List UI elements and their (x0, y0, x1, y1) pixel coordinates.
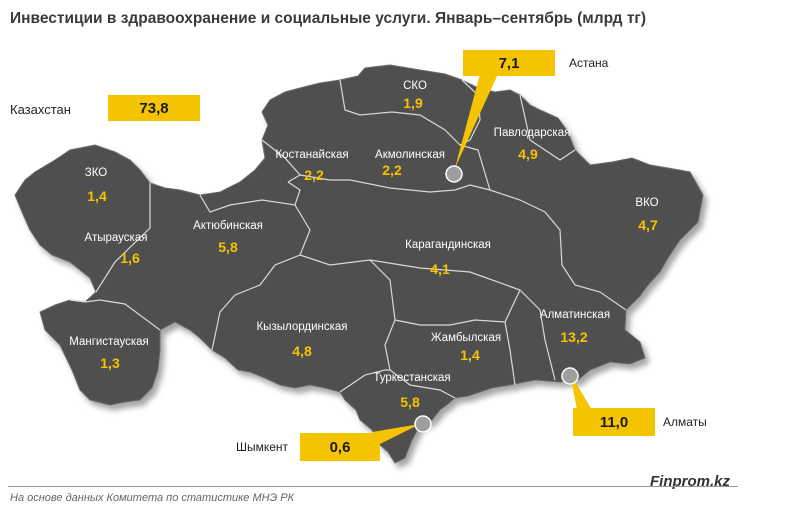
astana-pointer (455, 74, 498, 168)
total-label: Казахстан (10, 102, 71, 117)
region-value-vko: 4,7 (638, 217, 658, 233)
footer-divider (8, 486, 738, 487)
region-name-zhambyl: Жамбылская (431, 332, 501, 344)
region-name-atyrau: Атырауская (85, 232, 148, 244)
astana-label: Астана (569, 56, 609, 70)
brand-logo: Finprom.kz (649, 473, 730, 490)
region-name-kyzylorda: Кызылординская (256, 321, 347, 333)
region-value-atyrau: 1,6 (120, 250, 140, 266)
city-markers (414, 165, 579, 433)
region-value-zko: 1,4 (87, 188, 107, 204)
shymkent-label: Шымкент (236, 440, 289, 454)
country-outline (14, 64, 704, 464)
region-value-almaty: 13,2 (560, 329, 587, 345)
astana-marker (445, 165, 463, 183)
shymkent-value-box: 0,6 (300, 433, 380, 461)
shymkent-marker (414, 415, 432, 433)
region-value-turkestan: 5,8 (400, 394, 420, 410)
region-borders (69, 79, 627, 399)
region-value-kostanay: 2,2 (304, 167, 324, 183)
region-value-karaganda: 4,1 (430, 261, 450, 277)
region-value-aktobe: 5,8 (218, 239, 238, 255)
astana-value-box: 7,1 (463, 50, 555, 76)
region-name-pavlodar: Павлодарская (494, 127, 571, 139)
region-name-almaty: Алматинская (540, 309, 610, 321)
total-value-box: 73,8 (108, 95, 200, 121)
region-value-sko: 1,9 (403, 95, 423, 111)
almaty-marker (561, 367, 579, 385)
region-name-mangystau: Мангистауская (69, 336, 149, 348)
shymkent-pointer (372, 424, 420, 448)
almaty-city-value-box: 11,0 (573, 408, 655, 436)
region-name-aktobe: Актюбинская (193, 220, 263, 232)
region-name-turkestan: Туркестанская (373, 372, 450, 384)
almaty-city-label: Алматы (663, 415, 707, 429)
region-value-mangystau: 1,3 (100, 355, 120, 371)
region-value-kyzylorda: 4,8 (292, 343, 312, 359)
region-value-zhambyl: 1,4 (460, 347, 480, 363)
page-title: Инвестиции в здравоохранение и социальны… (10, 10, 647, 27)
region-labels: СКО 1,9 Костанайская 2,2 Акмолинская 2,2… (69, 80, 658, 410)
region-name-sko: СКО (403, 80, 427, 92)
region-name-zko: ЗКО (85, 167, 108, 179)
region-name-karaganda: Карагандинская (405, 239, 491, 251)
region-name-kostanay: Костанайская (275, 149, 348, 161)
region-name-akmola: Акмолинская (375, 149, 445, 161)
region-name-vko: ВКО (635, 197, 658, 209)
source-note: На основе данных Комитета по статистике … (10, 492, 295, 504)
region-value-akmola: 2,2 (382, 162, 402, 178)
region-value-pavlodar: 4,9 (518, 146, 538, 162)
